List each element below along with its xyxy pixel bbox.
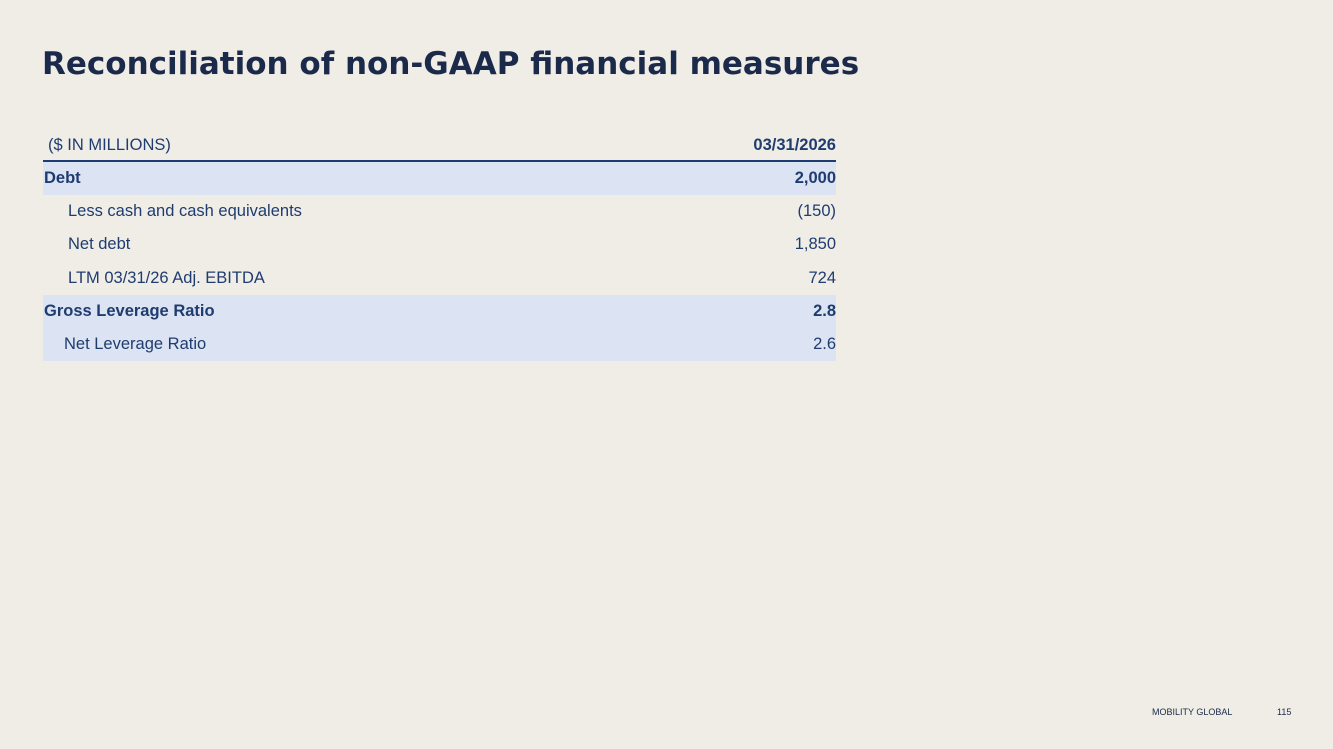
row-label: Less cash and cash equivalents (68, 202, 302, 221)
table-row-less-cash: Less cash and cash equivalents (150) (43, 195, 836, 228)
row-value: 724 (808, 268, 836, 287)
reconciliation-table: ($ IN MILLIONS) 03/31/2026 Debt 2,000 Le… (43, 131, 836, 362)
row-label: Debt (44, 169, 81, 188)
row-label: Gross Leverage Ratio (44, 301, 215, 320)
page-title: Reconciliation of non-GAAP financial mea… (42, 46, 860, 82)
row-value: 2.8 (813, 301, 836, 320)
table-row-gross-leverage: Gross Leverage Ratio 2.8 (43, 294, 836, 328)
footer-brand: MOBILITY GLOBAL (1152, 707, 1233, 717)
row-label: LTM 03/31/26 Adj. EBITDA (68, 268, 265, 287)
table-row-net-debt: Net debt 1,850 (43, 228, 836, 261)
table-row-ltm-ebitda: LTM 03/31/26 Adj. EBITDA 724 (43, 262, 836, 295)
row-value: 2.6 (813, 335, 836, 354)
units-header: ($ IN MILLIONS) (48, 136, 171, 154)
row-value: 2,000 (794, 169, 836, 188)
table-header-row: ($ IN MILLIONS) 03/31/2026 (43, 131, 836, 162)
date-column-header: 03/31/2026 (753, 136, 836, 154)
page-number: 115 (1277, 707, 1292, 717)
row-label: Net Leverage Ratio (64, 335, 207, 354)
row-value: (150) (797, 202, 836, 221)
row-label: Net debt (68, 235, 131, 254)
table-row-debt: Debt 2,000 (43, 162, 836, 196)
table-row-net-leverage: Net Leverage Ratio 2.6 (43, 327, 836, 362)
row-value: 1,850 (794, 235, 836, 254)
